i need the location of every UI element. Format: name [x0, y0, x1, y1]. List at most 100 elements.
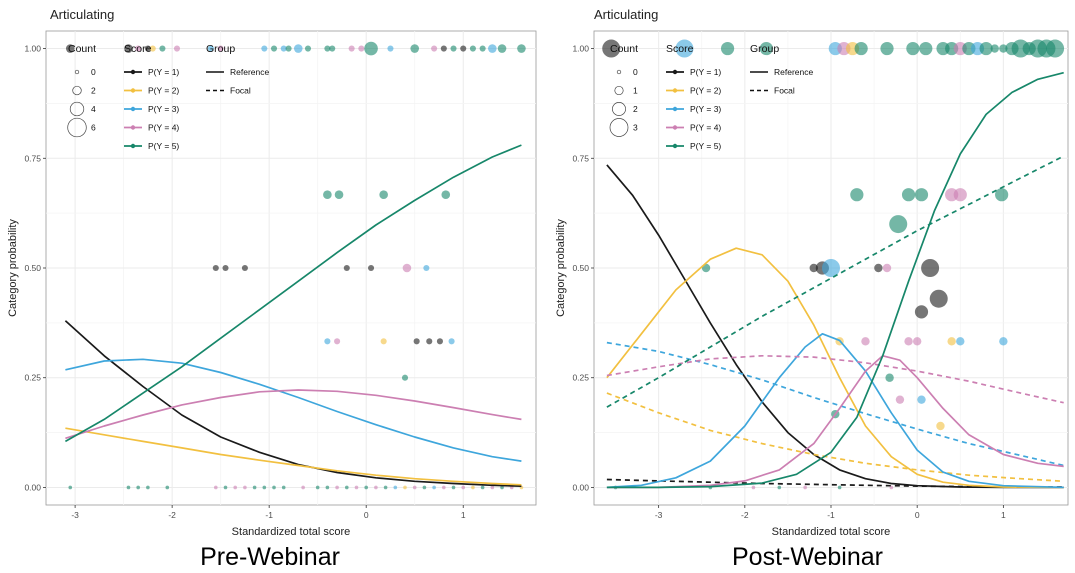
legend-count-symbol-1 — [72, 85, 82, 96]
data-point-42 — [324, 338, 331, 345]
legend-count-symbol-3 — [67, 117, 87, 138]
data-point-78 — [451, 485, 456, 490]
legend-score-label-4: P(Y = 4) — [690, 123, 721, 133]
legend-count-label-0: 0 — [633, 67, 638, 77]
legend-count-label-2: 4 — [91, 104, 96, 114]
data-point-32 — [334, 190, 344, 200]
data-point-69 — [364, 485, 368, 490]
data-point-55 — [751, 485, 756, 490]
x-tick-label-3: 0 — [364, 510, 369, 520]
data-point-27 — [479, 45, 486, 52]
data-point-77 — [442, 485, 446, 490]
data-point-62 — [281, 485, 286, 490]
data-point-1 — [124, 44, 133, 53]
data-point-1 — [675, 39, 694, 58]
data-point-59 — [889, 485, 894, 490]
data-point-36 — [222, 264, 229, 272]
data-point-17 — [990, 44, 999, 53]
data-point-22 — [431, 45, 438, 52]
legend-score-dot-2 — [672, 88, 678, 93]
data-point-33 — [379, 190, 388, 200]
data-point-0 — [65, 44, 75, 53]
legend: Count 0 1 2 3 Score P(Y = 1) P(Y = 2) P(Y = 3) P(… — [609, 43, 813, 151]
y-tick-label-3: 0.75 — [24, 153, 41, 163]
data-point-82 — [490, 485, 495, 490]
x-tick-label-2: -1 — [265, 510, 273, 520]
data-point-37 — [241, 264, 248, 272]
data-point-45 — [947, 337, 956, 346]
legend-count-label-1: 2 — [91, 86, 96, 96]
legend-count-label-3: 3 — [633, 123, 638, 133]
data-point-58 — [243, 485, 247, 490]
legend-count-symbol-2 — [612, 102, 626, 116]
data-point-40 — [914, 305, 929, 319]
data-point-64 — [315, 485, 320, 490]
data-point-73 — [403, 485, 407, 490]
data-point-38 — [343, 264, 350, 272]
data-point-27 — [914, 188, 929, 202]
legend-score-label-3: P(Y = 3) — [148, 104, 179, 114]
data-point-2 — [144, 45, 151, 52]
chart-title: Articulating — [50, 7, 114, 22]
legend-count-symbol-0 — [616, 69, 622, 75]
data-point-71 — [383, 485, 388, 490]
legend-count-label-1: 1 — [633, 86, 638, 96]
data-point-16 — [329, 45, 336, 52]
data-point-66 — [335, 485, 339, 490]
legend-score-dot-5 — [130, 143, 136, 149]
data-point-9 — [906, 41, 920, 56]
data-point-8 — [880, 41, 894, 56]
data-point-17 — [348, 45, 355, 52]
data-point-51 — [126, 485, 131, 490]
y-tick-label-2: 0.50 — [24, 263, 41, 273]
legend-score-label-4: P(Y = 4) — [148, 123, 179, 133]
x-tick-label-4: 1 — [461, 510, 466, 520]
data-point-11 — [280, 45, 287, 52]
data-point-13 — [293, 44, 303, 53]
data-point-43 — [904, 337, 913, 346]
data-point-26 — [469, 45, 476, 52]
data-point-49 — [401, 374, 409, 381]
data-point-47 — [436, 338, 443, 345]
data-point-81 — [480, 485, 485, 490]
data-point-16 — [979, 41, 993, 56]
data-point-46 — [956, 337, 965, 346]
series-line-3-reference-2 — [65, 358, 522, 462]
data-point-65 — [325, 485, 330, 490]
legend-group-label-reference: Reference — [230, 67, 269, 77]
data-point-18 — [999, 44, 1008, 53]
x-tick-label-4: 1 — [1001, 510, 1006, 520]
y-axis-label: Category probability — [7, 219, 19, 317]
y-tick-label-1: 0.25 — [572, 373, 589, 383]
legend-group-title: Group — [206, 43, 235, 55]
data-point-38 — [921, 259, 940, 277]
legend-score-label-5: P(Y = 5) — [690, 141, 721, 151]
data-point-68 — [354, 485, 359, 490]
data-point-59 — [252, 485, 257, 490]
data-point-30 — [517, 44, 526, 53]
legend-score-label-3: P(Y = 3) — [690, 104, 721, 114]
data-point-31 — [889, 215, 908, 234]
points — [602, 39, 1065, 490]
data-point-70 — [374, 485, 378, 490]
x-tick-label-3: 0 — [915, 510, 920, 520]
legend-score-label-1: P(Y = 1) — [690, 67, 721, 77]
data-point-26 — [901, 188, 916, 202]
legend-score-dot-1 — [672, 69, 678, 75]
legend-count-symbol-0 — [74, 69, 80, 75]
panel-pre-webinar: -3 -2 -1 0 1 0.00 0.25 0.50 0.75 1.00 Standardized… — [7, 7, 537, 571]
chart-title: Articulating — [594, 7, 658, 22]
data-point-61 — [272, 485, 276, 490]
data-point-44 — [912, 337, 922, 346]
series-line-4-reference-6 — [606, 354, 1064, 489]
data-point-45 — [413, 338, 420, 345]
data-point-6 — [173, 45, 181, 52]
data-point-56 — [223, 485, 228, 490]
data-point-29 — [497, 44, 507, 53]
series-line-3-reference-4 — [606, 332, 1064, 489]
data-point-46 — [426, 338, 433, 345]
data-point-39 — [367, 264, 375, 272]
caption-pre-webinar: Pre-Webinar — [200, 543, 340, 571]
data-point-48 — [448, 338, 455, 345]
data-point-51 — [936, 421, 945, 431]
